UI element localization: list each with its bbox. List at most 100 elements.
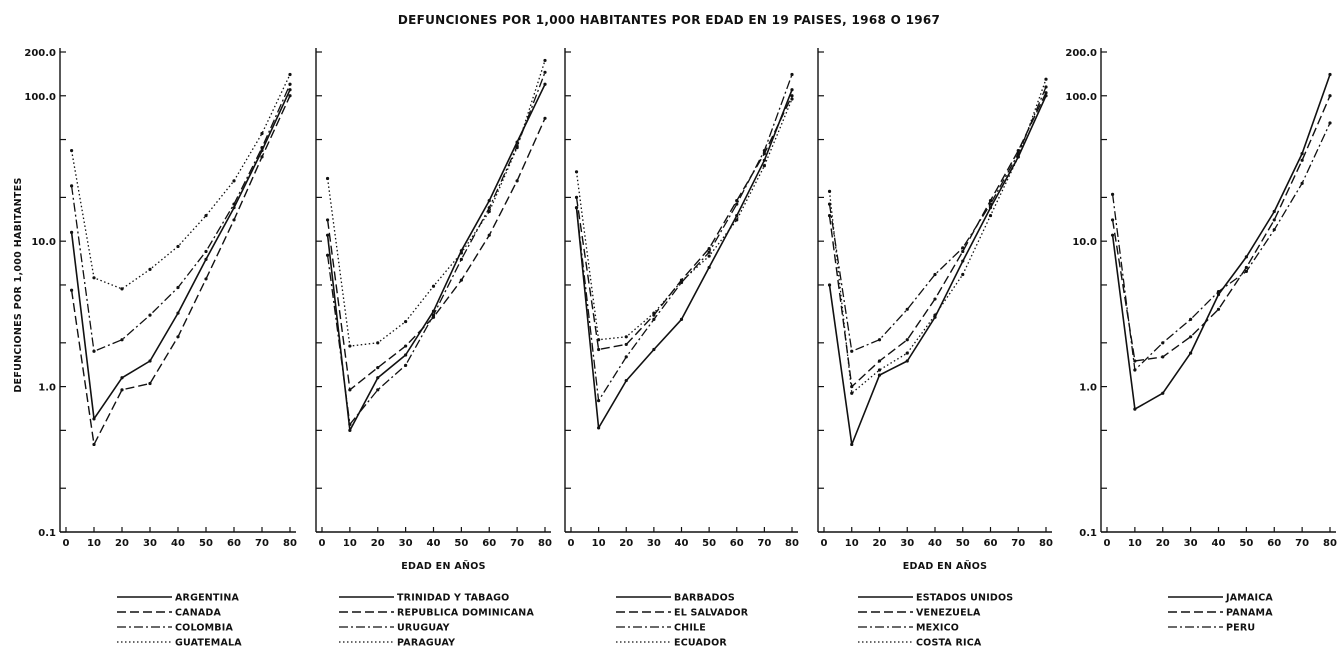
data-point [260,146,264,150]
data-point [850,391,854,395]
data-point [459,249,463,253]
data-point [679,279,684,283]
series-line [326,118,546,391]
data-point [376,341,380,345]
series-line [575,74,793,402]
data-point [597,399,601,403]
data-point [70,148,74,153]
data-point [597,426,601,430]
data-point [1328,94,1332,98]
x-tick-label: 0 [1104,538,1111,549]
legend-label: PERU [1226,623,1255,634]
y-tick-label: 1.0 [38,383,56,394]
data-point [790,72,794,77]
data-point [707,265,711,270]
series-line [70,95,291,446]
data-point [92,276,96,280]
data-point [652,311,656,315]
data-point [543,82,547,86]
data-point [70,288,74,292]
data-point [1300,158,1304,162]
x-tick-label: 30 [1184,538,1198,549]
x-tick-label: 10 [87,538,101,549]
data-point [597,347,601,352]
data-point [574,195,579,200]
data-point [1244,255,1248,259]
data-point [260,155,264,159]
data-point [515,146,519,150]
x-tick-label: 70 [510,538,524,549]
x-tick-label: 30 [900,538,914,549]
data-point [176,285,180,290]
chart-panel: 0.1 1.0 10.0 100.0 200.0 0 10 20 30 40 50 60 70 80 JAM… [1065,48,1337,634]
data-point [1189,317,1193,321]
data-point [92,417,96,421]
series-line [575,95,793,351]
data-point [404,344,408,348]
data-point [325,253,330,257]
legend-label: CHILE [674,623,706,634]
data-point [459,257,463,261]
legend-label: COLOMBIA [175,623,233,634]
x-axis-label: EDAD EN AÑOS [903,561,988,572]
x-tick-label: 40 [427,538,441,549]
data-point [543,116,547,120]
y-tick-label: 100.0 [1065,92,1097,103]
data-point [148,313,152,317]
data-point [515,179,519,183]
data-point [933,297,937,301]
data-point [905,359,909,363]
data-point [790,88,794,92]
series-line [575,98,793,341]
x-tick-label: 0 [821,538,828,549]
data-point [487,233,491,237]
data-point [877,373,882,377]
series-line [828,92,1047,388]
x-tick-label: 20 [619,538,633,549]
data-point [92,442,96,447]
data-point [459,278,463,282]
data-point [120,338,124,342]
x-tick-label: 40 [171,538,185,549]
x-tick-label: 60 [730,538,744,549]
x-tick-label: 20 [1156,538,1170,549]
data-point [204,257,208,261]
data-point [176,335,180,339]
data-point [905,307,909,311]
data-point [827,189,832,193]
x-tick-label: 40 [675,538,689,549]
data-point [988,202,993,206]
data-point [348,428,352,432]
y-tick-label: 100.0 [24,92,56,103]
x-tick-label: 50 [199,538,213,549]
data-point [404,363,408,367]
data-point [232,202,236,206]
x-tick-label: 50 [1239,538,1253,549]
data-point [459,251,463,255]
data-point [762,164,766,168]
data-point [1161,391,1165,395]
y-tick-label: 0.1 [38,528,56,539]
data-point [148,381,152,386]
data-point [905,338,909,342]
y-tick-label: 0.1 [1079,528,1097,539]
series-line [828,78,1047,394]
data-point [735,218,739,222]
data-point [624,355,628,359]
data-point [431,313,436,317]
data-point [325,176,330,181]
data-point [1044,85,1048,89]
x-tick-label: 70 [1295,538,1309,549]
data-point [1110,192,1115,196]
data-point [679,317,684,321]
chart-panel: 0 10 20 30 40 50 60 70 80 EDAD EN AÑOS ESTADOS UNI… [817,48,1053,649]
data-point [325,218,330,222]
chart-panels: 0.1 1.0 10.0 100.0 200.0 0 10 20 30 40 50 60 70 80 ARG… [24,48,1337,649]
data-point [487,206,491,210]
data-point [961,249,965,254]
legend-label: CANADA [175,608,222,619]
x-tick-label: 10 [1128,538,1142,549]
data-point [1216,290,1221,294]
data-point [543,70,547,74]
x-tick-label: 30 [647,538,661,549]
